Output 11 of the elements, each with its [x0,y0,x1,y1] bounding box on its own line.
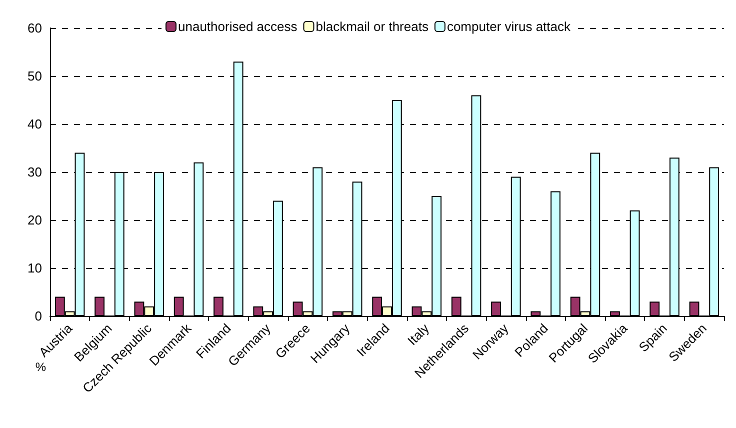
y-axis-title: % [35,360,46,374]
y-tick-label: 60 [28,20,42,36]
legend-label: unauthorised access [178,19,298,34]
legend-label: blackmail or threats [316,19,429,34]
y-tick-label: 40 [28,116,42,132]
y-tick-label: 30 [28,164,42,180]
legend-label: computer virus attack [446,19,571,34]
y-tick-label: 20 [28,212,42,228]
y-tick-label: 10 [28,260,42,276]
y-tick-label: 0 [34,308,42,324]
y-tick-label: 50 [28,68,42,84]
